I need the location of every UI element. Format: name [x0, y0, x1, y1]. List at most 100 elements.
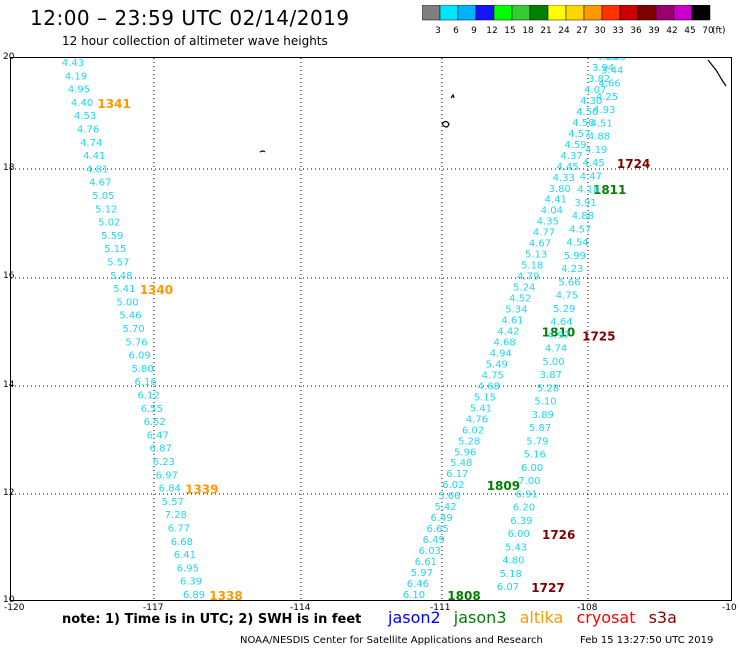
- wave-height-value: 5.15: [474, 392, 496, 403]
- colorbar-swatch: [511, 5, 531, 21]
- pass-time-label: 1726: [542, 528, 575, 542]
- pass-time-label: 1340: [140, 283, 173, 297]
- coastline-islet-2: [441, 120, 450, 128]
- legend-s3a: s3a: [648, 608, 677, 627]
- wave-height-value: 4.97: [548, 330, 570, 341]
- wave-height-value: 4.41: [545, 195, 567, 206]
- wave-height-value: 5.59: [101, 231, 123, 242]
- wave-height-value: 6.09: [128, 351, 150, 362]
- wave-height-value: 4.88: [572, 211, 594, 222]
- wave-height-value: 4.74: [545, 344, 567, 355]
- wave-height-value: 4.59: [564, 140, 586, 151]
- wave-height-value: 5.97: [411, 568, 433, 579]
- wave-height-value: 4.19: [585, 145, 607, 156]
- wave-height-value: 4.93: [593, 105, 615, 116]
- colorbar-unit: (ft): [712, 26, 726, 36]
- wave-height-value: 5.48: [110, 271, 132, 282]
- wave-height-value: 6.00: [508, 529, 530, 540]
- wave-height-value: 4.25: [596, 92, 618, 103]
- map-canvas: 4.43 4.19 4.95 4.40 4.53 4.76 4.74 4.41 4.81 4.67…: [11, 58, 731, 600]
- wave-height-value: 6.02: [442, 480, 464, 491]
- wave-height-value: 4.88: [588, 132, 610, 143]
- wave-height-value: 6.47: [147, 430, 169, 441]
- colorbar-label: 3: [435, 26, 441, 36]
- wave-height-value: 4.77: [533, 228, 555, 239]
- wave-height-value: 5.57: [162, 497, 184, 508]
- wave-height-value: 6.77: [168, 524, 190, 535]
- wave-height-value: 5.99: [564, 251, 586, 262]
- coastline: [259, 59, 727, 153]
- wave-height-value: 6.39: [510, 516, 532, 527]
- colorbar-label: 30: [594, 26, 606, 36]
- lat-tick-label: 18: [3, 163, 15, 173]
- wave-height-colorbar: 3 6 9 12 15 18 21 24 27 30 33 36 39 42 45 70(ft): [422, 5, 726, 36]
- wave-height-value: 6.65: [426, 524, 448, 535]
- wave-height-value: 4.68: [478, 381, 500, 392]
- wave-height-value: 5.02: [98, 218, 120, 229]
- lat-tick-label: 12: [3, 488, 15, 498]
- wave-height-value: 7.28: [165, 510, 187, 521]
- wave-height-value: 5.42: [434, 502, 456, 513]
- wave-height-value: 6.10: [403, 590, 425, 600]
- wave-height-value: 4.67: [529, 239, 551, 250]
- wave-height-value: 6.03: [419, 546, 441, 557]
- wave-height-value: 4.61: [501, 316, 523, 327]
- colorbar-swatch: [565, 5, 585, 21]
- wave-height-value: 5.76: [125, 337, 147, 348]
- lat-tick-label: 20: [3, 52, 15, 62]
- wave-height-value: 4.23: [561, 264, 583, 275]
- lat-tick-label: 10: [3, 595, 15, 605]
- pass-time-label: 1338: [209, 589, 242, 600]
- wave-height-value: 5.87: [529, 423, 551, 434]
- wave-height-value: 4.85: [596, 58, 618, 63]
- lon-tick-label: -120: [4, 603, 25, 613]
- wave-height-value: 4.58: [572, 118, 594, 129]
- wave-height-value: 4.45: [556, 162, 578, 173]
- wave-height-value: 5.29: [553, 304, 575, 315]
- colorbar-swatch: [655, 5, 675, 21]
- lon-tick-label: -108: [577, 603, 598, 613]
- legend-altika: altika: [519, 608, 564, 627]
- pass-time-label: 1724: [617, 157, 650, 171]
- legend-cryosat: cryosat: [576, 608, 636, 627]
- wave-height-value: 4.95: [68, 85, 90, 96]
- wave-height-value: 3.89: [532, 410, 554, 421]
- wave-height-value: 5.13: [525, 250, 547, 261]
- lon-tick-label: -114: [290, 603, 311, 613]
- wave-height-value: 5.66: [558, 277, 580, 288]
- colorbar-label: 24: [558, 26, 570, 36]
- wave-height-value: 6.39: [180, 577, 202, 588]
- wave-height-value: 5.79: [526, 436, 548, 447]
- wave-height-value: 4.76: [466, 414, 488, 425]
- colorbar-label: 6: [453, 26, 459, 36]
- wave-height-value: 5.70: [122, 324, 144, 335]
- wave-height-value: 5.16: [524, 450, 546, 461]
- colorbar-label: 70: [702, 26, 714, 36]
- wave-height-value: 5.15: [104, 244, 126, 255]
- wave-height-value: 4.74: [80, 138, 102, 149]
- wave-height-value: 4.35: [537, 217, 559, 228]
- wave-height-value: 5.24: [513, 283, 535, 294]
- units-note: note: 1) Time is in UTC; 2) SWH is in fe…: [62, 612, 362, 627]
- wave-height-value: 4.68: [493, 338, 515, 349]
- wave-height-value: 3.91: [574, 198, 596, 209]
- wave-height-value: 5.46: [119, 311, 141, 322]
- colorbar-swatch: [673, 5, 693, 21]
- wave-height-value: 4.07: [584, 85, 606, 96]
- wave-height-value: 5.96: [454, 447, 476, 458]
- wave-height-value: 4.76: [77, 125, 99, 136]
- colorbar-swatch: [637, 5, 657, 21]
- colorbar-label: 42: [666, 26, 677, 36]
- wave-height-value: 4.19: [65, 71, 87, 82]
- wave-height-value: 6.52: [144, 417, 166, 428]
- wave-height-value: 4.18: [577, 185, 599, 196]
- colorbar-label: 12: [486, 26, 497, 36]
- wave-height-value: 5.28: [458, 436, 480, 447]
- wave-height-value: 5.41: [470, 403, 492, 414]
- wave-height-value: 4.64: [550, 317, 572, 328]
- pass-time-label: 1808: [447, 589, 480, 600]
- wave-height-value: 4.47: [580, 171, 602, 182]
- wave-height-value: 4.80: [502, 556, 524, 567]
- wave-height-value: 6.49: [430, 513, 452, 524]
